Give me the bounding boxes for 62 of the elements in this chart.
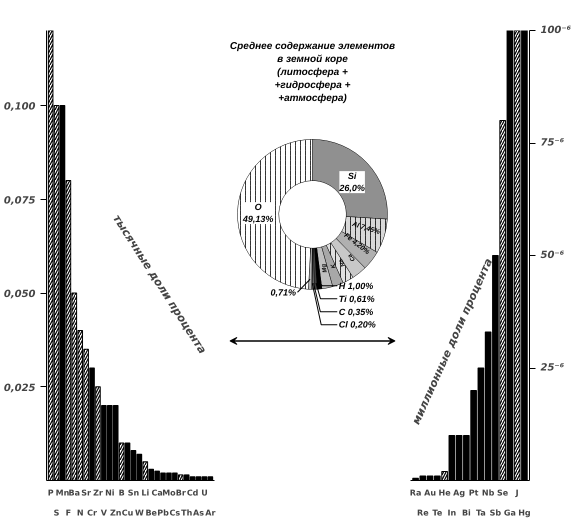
x-tick-label: P — [48, 488, 54, 498]
x-tick-label: Te — [432, 508, 443, 518]
y-tick-label: 25⁻⁶ — [540, 362, 565, 374]
x-tick-label: In — [448, 508, 456, 518]
x-tick-label: N — [76, 508, 84, 518]
x-tick-label: Pt — [468, 488, 479, 498]
y-tick-label: 50⁻⁶ — [540, 250, 565, 261]
y-tick-label: 75⁻⁶ — [540, 138, 565, 148]
x-tick-label: Se — [497, 488, 509, 498]
x-tick-label: As — [193, 508, 204, 518]
x-tick-label: Cd — [186, 488, 199, 498]
y-tick-label: 0,025 — [4, 382, 36, 394]
y-tick-label: 0,075 — [4, 195, 36, 206]
data-label: 26,0% — [338, 183, 365, 194]
x-tick-label: Ra — [410, 488, 422, 498]
slice-label: Si — [348, 171, 357, 182]
x-tick-label: Re — [417, 508, 430, 518]
x-tick-label: Sb — [490, 508, 502, 518]
y-tick-label: 100⁻⁶ — [540, 25, 572, 36]
x-tick-label: Li — [141, 488, 150, 498]
x-tick-label: Hg — [518, 508, 531, 518]
x-tick-label: He — [438, 488, 452, 498]
x-tick-label: W — [134, 508, 144, 518]
y-tick-label: 0,050 — [4, 289, 36, 300]
x-tick-label: Zr — [93, 488, 103, 498]
slice-label: Cl 0,20% — [338, 320, 376, 330]
x-tick-label: Ag — [453, 488, 466, 498]
chart-title: Среднее содержание элементов в земной коре (литосфера + +гидросфера + +атмосфера) — [230, 41, 396, 104]
data-label: 0,71% — [270, 287, 296, 298]
x-tick-label: V — [100, 508, 108, 518]
x-tick-label: U — [201, 488, 208, 498]
x-tick-label: S — [54, 508, 60, 518]
x-tick-label: Th — [181, 508, 193, 518]
slice-label: H 1,00% — [338, 280, 374, 291]
x-tick-label: Zn — [110, 508, 122, 518]
x-tick-label: J — [514, 488, 519, 498]
slice-label: O — [254, 202, 262, 212]
x-tick-label: F — [66, 508, 72, 518]
x-tick-label: Au — [424, 488, 436, 498]
x-tick-label: Br — [176, 488, 186, 498]
x-tick-label: Ar — [205, 508, 216, 518]
x-tick-label: Mo — [162, 488, 176, 498]
slice-label: Ti 0,61% — [338, 294, 375, 304]
x-tick-label: Ga — [504, 508, 516, 518]
x-tick-label: Mn — [56, 488, 70, 498]
x-tick-label: Nb — [482, 488, 495, 498]
x-tick-label: Be — [145, 508, 158, 518]
x-tick-label: Ta — [476, 508, 486, 518]
x-tick-label: Ni — [105, 488, 115, 498]
x-tick-label: Ba — [68, 488, 80, 498]
x-tick-label: Cu — [122, 508, 134, 518]
x-tick-label: Sn — [128, 488, 140, 498]
x-tick-label: Sr — [81, 488, 92, 498]
x-tick-label: B — [118, 488, 125, 498]
slice-label: C 0,35% — [338, 306, 374, 317]
x-tick-label: Ca — [151, 488, 163, 498]
x-tick-label: Cs — [170, 508, 180, 518]
data-label: 49,13% — [242, 214, 274, 224]
x-tick-label: Pb — [157, 508, 170, 518]
y-tick-label: 0,100 — [4, 102, 36, 112]
x-tick-label: Bi — [462, 508, 472, 518]
x-tick-label: Cr — [87, 508, 98, 518]
